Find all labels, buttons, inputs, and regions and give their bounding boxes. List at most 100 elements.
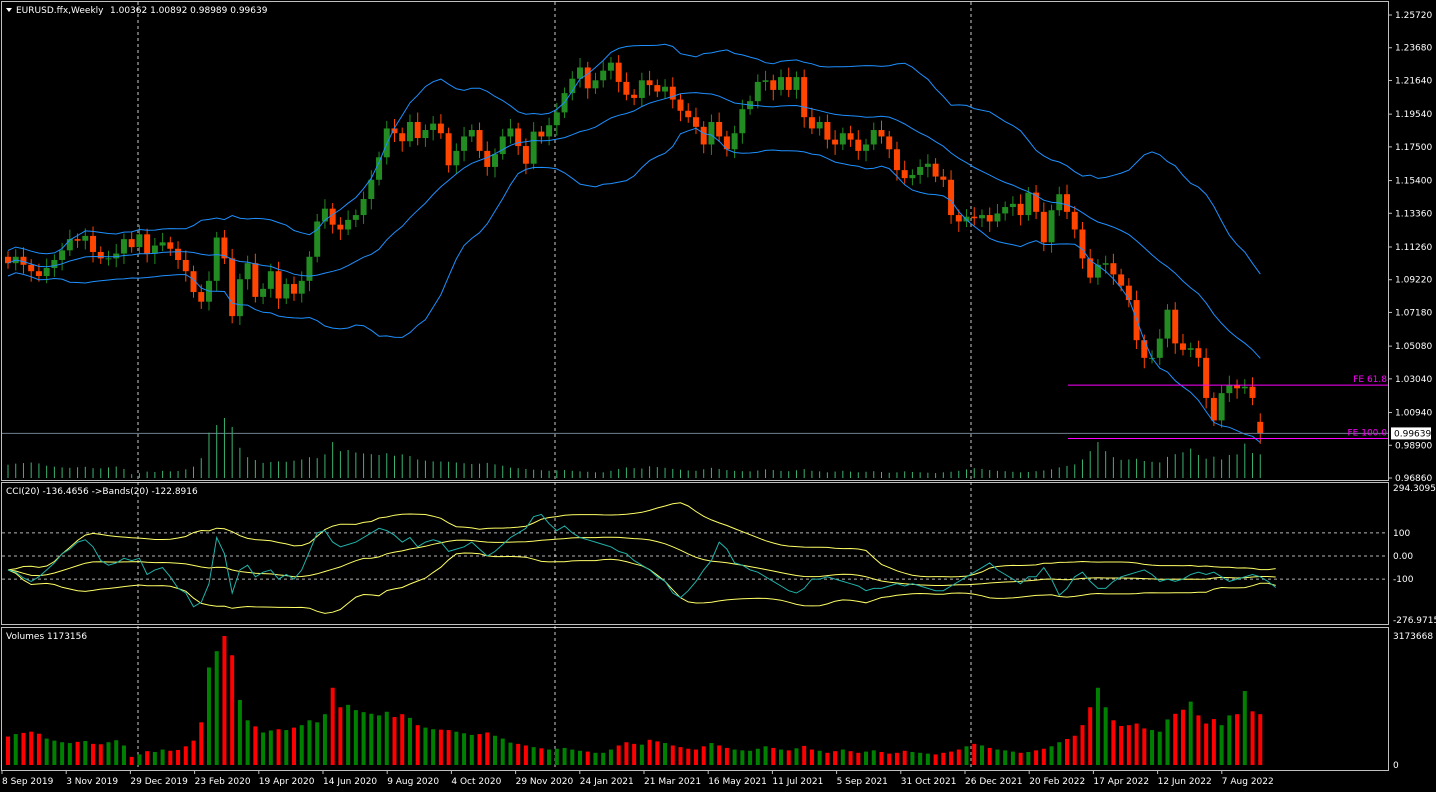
- candle-body: [190, 271, 197, 293]
- volume-bar: [1180, 709, 1185, 765]
- volume-bar: [83, 741, 88, 765]
- candle-body: [646, 80, 653, 86]
- candle-body: [685, 110, 692, 118]
- volume-bar: [6, 736, 10, 765]
- candle-body: [182, 259, 189, 272]
- candle-body: [963, 216, 970, 222]
- candle-body: [461, 136, 468, 151]
- volume-bar: [44, 738, 49, 765]
- candle-body: [994, 213, 1001, 222]
- candle-body: [940, 176, 947, 180]
- time-axis-label: 23 Feb 2020: [195, 777, 251, 787]
- candle-body: [1172, 309, 1179, 344]
- candle-body: [314, 221, 321, 257]
- candle-body: [175, 248, 182, 260]
- volume-panel-title: Volumes 1173156: [6, 632, 87, 642]
- candle-body: [360, 199, 367, 216]
- candle-body: [267, 271, 274, 289]
- time-axis-label: 26 Dec 2021: [965, 777, 1023, 787]
- volume-bar: [755, 748, 760, 765]
- candle-body: [762, 80, 769, 82]
- volume-bar: [1010, 751, 1015, 765]
- volume-bar: [1204, 723, 1209, 765]
- volume-bar: [918, 752, 923, 765]
- candle-body: [522, 146, 529, 164]
- cci-tick-label: 0.00: [1393, 552, 1413, 562]
- time-axis-label: 29 Dec 2019: [130, 777, 188, 787]
- candle-body: [731, 133, 738, 150]
- volume-bar: [578, 750, 583, 765]
- candle-body: [453, 150, 460, 166]
- volume-bar: [1196, 715, 1201, 765]
- volume-bar: [67, 743, 72, 765]
- volume-bar: [809, 749, 814, 765]
- volume-bar: [601, 752, 606, 765]
- volume-bar: [1227, 715, 1232, 765]
- price-tick-label: 0.96860: [1395, 474, 1432, 484]
- volume-bar: [13, 734, 18, 765]
- volume-bar: [237, 699, 242, 765]
- volume-bar: [152, 751, 157, 765]
- volume-bar: [949, 751, 954, 765]
- candle-body: [391, 128, 398, 134]
- candle-body: [723, 136, 730, 150]
- candle-body: [51, 259, 58, 268]
- candle-body: [213, 237, 220, 281]
- candle-body: [329, 208, 336, 225]
- candle-body: [229, 258, 236, 317]
- candle-body: [631, 94, 638, 98]
- candle-body: [530, 131, 537, 164]
- candle-body: [654, 85, 661, 92]
- volume-bar: [137, 754, 142, 765]
- candle-body: [1040, 211, 1047, 243]
- triangle-down-icon[interactable]: [6, 8, 12, 12]
- candle-body: [82, 235, 89, 241]
- cci-tick-label: 294.3095: [1393, 484, 1436, 494]
- volume-bar: [1134, 723, 1139, 765]
- price-tick-label: 1.23680: [1395, 44, 1432, 54]
- volume-bar: [1250, 711, 1255, 765]
- volume-bar: [462, 733, 467, 765]
- volume-bar: [717, 745, 722, 765]
- grid-layer: [137, 2, 972, 770]
- candle-body: [345, 219, 352, 230]
- price-tick-label: 1.03040: [1395, 375, 1432, 385]
- candle-body: [870, 130, 877, 145]
- candle-body: [1187, 348, 1194, 350]
- volume-bar: [508, 742, 513, 765]
- volume-bar: [1018, 752, 1023, 765]
- fe-level-label: FE 100.0: [1348, 429, 1388, 439]
- price-tick-label: 1.09220: [1395, 276, 1432, 286]
- volume-bar: [670, 745, 675, 765]
- cci-tick-label: 100: [1393, 529, 1410, 539]
- time-axis-label: 7 Aug 2022: [1222, 777, 1274, 787]
- price-tick-label: 0.98900: [1395, 441, 1432, 451]
- candle-body: [1048, 210, 1055, 243]
- current-price-label: 0.99639: [1394, 429, 1431, 439]
- volume-bar: [616, 745, 621, 765]
- candle-body: [1241, 386, 1248, 389]
- volume-bar: [585, 751, 590, 765]
- candle-body: [1164, 309, 1171, 339]
- volume-bar: [972, 743, 977, 765]
- candle-body: [692, 117, 699, 127]
- volume-bar: [307, 720, 312, 765]
- candle-body: [878, 130, 885, 137]
- candle-body: [337, 224, 344, 230]
- candle-body: [615, 62, 622, 82]
- volume-bar: [1103, 707, 1108, 765]
- volume-bar: [407, 717, 412, 765]
- volume-bar: [276, 729, 281, 765]
- candle-body: [35, 271, 42, 277]
- cci-panel-title: CCI(20) -136.4656 ->Bands(20) -122.8916: [6, 487, 198, 497]
- candle-body: [978, 215, 985, 219]
- candle-body: [546, 125, 553, 137]
- cci-band-upper: [7, 502, 1276, 578]
- volume-bar: [91, 743, 96, 765]
- candle-body: [352, 215, 359, 220]
- candle-body: [801, 77, 808, 118]
- volume-bar: [639, 744, 644, 765]
- candle-body: [1102, 263, 1109, 265]
- candle-body: [1203, 357, 1210, 398]
- candle-body: [167, 242, 174, 249]
